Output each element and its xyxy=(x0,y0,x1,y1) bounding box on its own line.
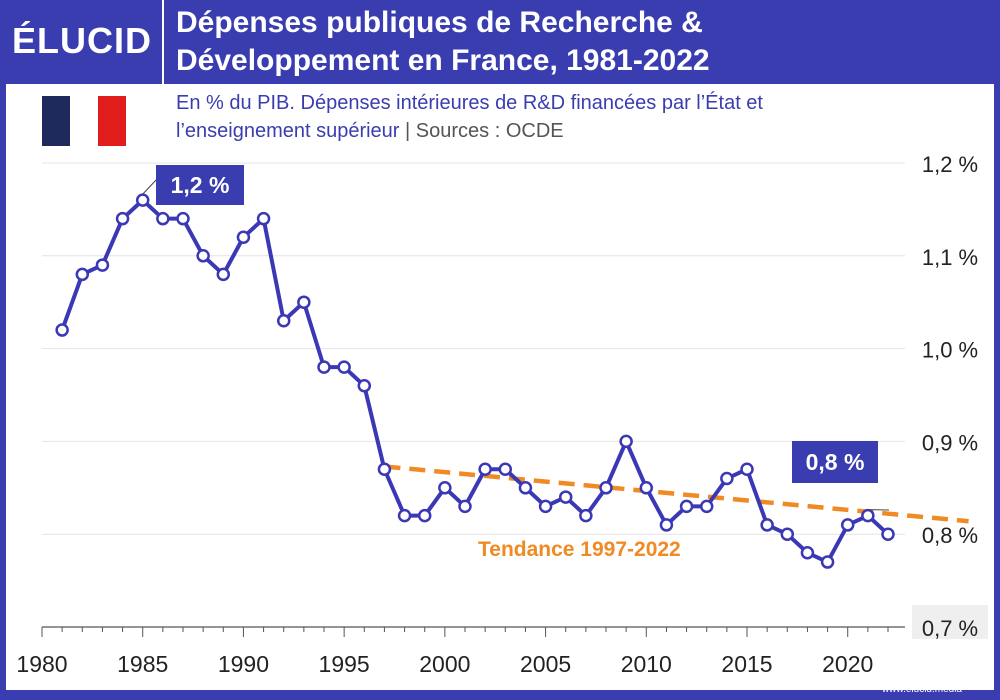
annotation-label: 1,2 % xyxy=(171,172,230,198)
data-point xyxy=(478,462,492,476)
x-tick-label: 1995 xyxy=(319,651,370,677)
annotation-box xyxy=(156,165,244,205)
subtitle-line-2-text: l’enseignement supérieur xyxy=(176,120,400,142)
data-point xyxy=(55,323,69,337)
y-tick-label: 1,2 % xyxy=(922,152,978,177)
y-axis-min-label-bg xyxy=(912,605,988,639)
elucid-logo[interactable]: ÉLUCID xyxy=(12,20,152,61)
subtitle-line-2: l’enseignement supérieur | Sources : OCD… xyxy=(176,117,986,145)
y-tick-label: 0,9 % xyxy=(922,430,978,455)
data-point xyxy=(438,481,452,495)
title-line-2: Développement en France, 1981-2022 xyxy=(176,44,710,77)
data-point xyxy=(800,546,815,560)
data-point xyxy=(780,527,795,541)
data-point xyxy=(357,378,372,393)
data-point xyxy=(820,555,835,569)
flag-stripe-white xyxy=(70,96,98,146)
data-point xyxy=(558,490,573,504)
data-point xyxy=(95,258,110,272)
x-tick-label: 1985 xyxy=(117,651,168,677)
data-point xyxy=(135,193,150,207)
title-line-1: Dépenses publiques de Recherche & xyxy=(176,6,703,39)
data-point xyxy=(397,508,412,523)
subtitle-line-1: En % du PIB. Dépenses intérieures de R&D… xyxy=(176,92,763,114)
data-point xyxy=(599,481,613,495)
annotation-leader xyxy=(142,177,159,195)
flag-stripe-red xyxy=(98,96,126,146)
y-tick-label: 0,8 % xyxy=(922,523,978,548)
data-point xyxy=(760,518,774,532)
france-flag-icon xyxy=(42,96,126,146)
data-point xyxy=(699,499,714,514)
source-label: Sources : OCDE xyxy=(415,120,564,142)
data-point xyxy=(317,360,331,374)
data-point xyxy=(417,508,432,523)
annotation-box xyxy=(792,441,878,483)
data-point xyxy=(276,314,291,328)
header-divider xyxy=(162,0,164,84)
x-tick-label: 2015 xyxy=(721,651,772,677)
y-tick-label: 1,0 % xyxy=(922,338,978,363)
y-tick-label: 1,1 % xyxy=(922,245,978,270)
data-point xyxy=(659,518,674,532)
data-point xyxy=(196,249,210,263)
annotation-label: 0,8 % xyxy=(806,449,865,475)
data-point xyxy=(861,508,875,523)
data-point xyxy=(679,499,694,514)
subtitle-separator: | xyxy=(405,120,416,142)
chart-title: Dépenses publiques de Recherche & Dévelo… xyxy=(176,4,976,80)
data-point xyxy=(881,527,895,541)
x-tick-label: 2010 xyxy=(621,651,672,677)
data-point xyxy=(840,518,855,532)
data-point xyxy=(498,462,513,476)
x-tick-label: 1990 xyxy=(218,651,269,677)
footer-url[interactable]: www.elucid.media xyxy=(881,684,962,695)
header-bar: ÉLUCID Dépenses publiques de Recherche &… xyxy=(0,0,1000,84)
data-point xyxy=(297,295,311,309)
x-tick-label: 2000 xyxy=(419,651,470,677)
data-point xyxy=(720,471,734,486)
flag-stripe-blue xyxy=(42,96,70,146)
chart-subtitle: En % du PIB. Dépenses intérieures de R&D… xyxy=(176,89,986,145)
data-point xyxy=(156,211,170,226)
data-point xyxy=(75,267,90,282)
data-point xyxy=(115,211,130,226)
data-point xyxy=(579,508,593,523)
data-point xyxy=(216,267,231,282)
x-tick-label: 2020 xyxy=(822,651,873,677)
data-point xyxy=(256,211,271,226)
data-point xyxy=(236,230,251,244)
data-point xyxy=(518,481,533,495)
data-point xyxy=(377,462,392,476)
trend-label: Tendance 1997-2022 xyxy=(478,538,681,561)
data-point xyxy=(639,481,654,495)
data-point xyxy=(337,360,351,374)
y-tick-label: 0,7 % xyxy=(922,616,978,641)
x-tick-label: 2005 xyxy=(520,651,571,677)
data-point xyxy=(176,211,190,226)
series-line xyxy=(60,198,890,565)
data-point xyxy=(740,462,754,476)
x-tick-label: 1980 xyxy=(16,651,67,677)
data-point xyxy=(458,499,472,514)
chart-frame xyxy=(6,6,994,690)
data-point xyxy=(619,434,633,449)
data-point xyxy=(538,499,553,514)
